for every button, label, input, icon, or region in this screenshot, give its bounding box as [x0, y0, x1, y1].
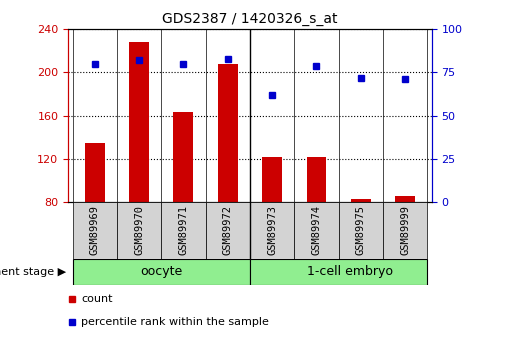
Text: GSM89970: GSM89970 [134, 205, 144, 255]
Text: percentile rank within the sample: percentile rank within the sample [81, 317, 269, 327]
Text: count: count [81, 294, 113, 304]
Text: GSM89973: GSM89973 [267, 205, 277, 255]
FancyBboxPatch shape [206, 202, 250, 259]
Text: GSM89974: GSM89974 [312, 205, 322, 255]
Bar [262, 157, 282, 202]
Text: development stage ▶: development stage ▶ [0, 267, 66, 277]
Text: GSM89972: GSM89972 [223, 205, 233, 255]
FancyBboxPatch shape [250, 202, 294, 259]
FancyBboxPatch shape [117, 202, 161, 259]
FancyBboxPatch shape [250, 259, 427, 285]
FancyBboxPatch shape [73, 202, 117, 259]
FancyBboxPatch shape [383, 202, 427, 259]
Bar [85, 142, 105, 202]
Title: GDS2387 / 1420326_s_at: GDS2387 / 1420326_s_at [162, 11, 338, 26]
Bar [218, 64, 238, 202]
Bar [307, 157, 326, 202]
Bar [395, 196, 415, 202]
FancyBboxPatch shape [161, 202, 206, 259]
Text: GSM89969: GSM89969 [90, 205, 100, 255]
Text: GSM89999: GSM89999 [400, 205, 410, 255]
FancyBboxPatch shape [73, 259, 250, 285]
FancyBboxPatch shape [294, 202, 339, 259]
Text: GSM89971: GSM89971 [178, 205, 188, 255]
FancyBboxPatch shape [339, 202, 383, 259]
Text: GSM89975: GSM89975 [356, 205, 366, 255]
Bar [174, 112, 193, 202]
Bar [129, 42, 149, 202]
Bar [351, 199, 371, 202]
Text: oocyte: oocyte [140, 265, 182, 278]
Text: 1-cell embryo: 1-cell embryo [307, 265, 393, 278]
